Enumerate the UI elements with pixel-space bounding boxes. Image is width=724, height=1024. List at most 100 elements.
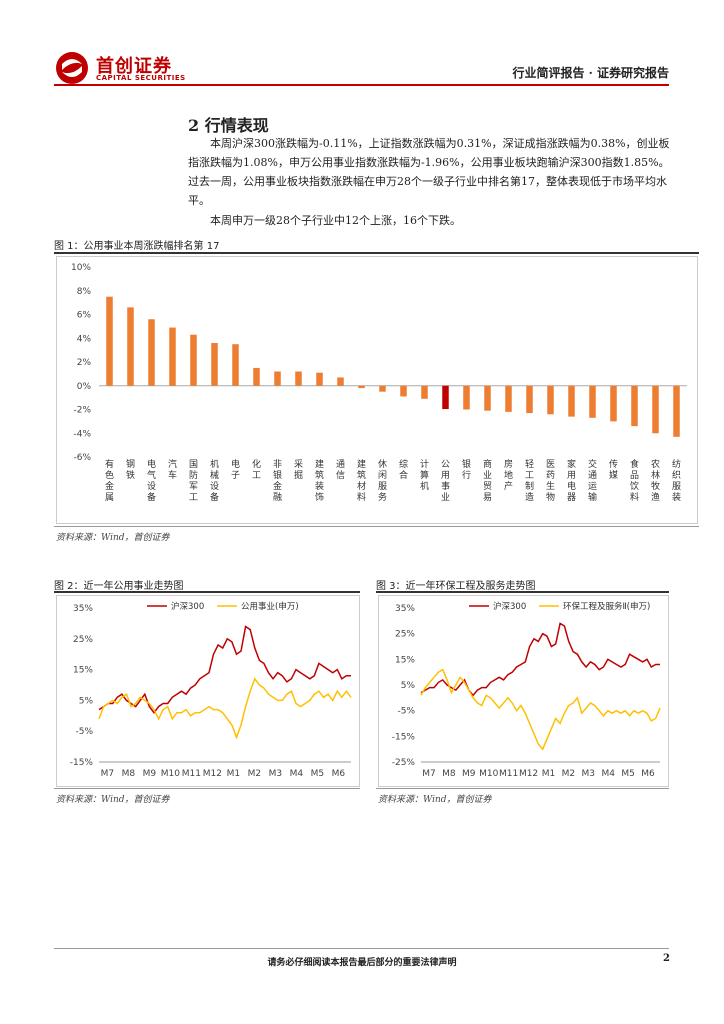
- y-tick-label: -5%: [75, 727, 93, 737]
- bar: [316, 372, 323, 386]
- figure-2-top-rule: [54, 591, 360, 593]
- x-tick-label: M3: [269, 769, 283, 779]
- category-label: 色: [105, 469, 114, 481]
- category-label: 机: [210, 458, 219, 470]
- category-label: 工: [189, 493, 198, 503]
- category-label: 铁: [126, 469, 135, 481]
- figure-1-source: 资料来源：Wind，首创证券: [56, 533, 170, 543]
- category-label: 媒: [609, 470, 618, 481]
- legend-label: 环保工程及服务Ⅱ(申万): [563, 601, 650, 612]
- category-label: 机: [420, 480, 429, 492]
- category-label: 家: [567, 458, 576, 470]
- y-tick-label: -15%: [392, 732, 416, 742]
- category-label: 运: [588, 481, 597, 492]
- bar: [379, 385, 386, 392]
- category-label: 备: [210, 491, 219, 503]
- x-tick-label: M8: [122, 769, 136, 779]
- logo-en: CAPITAL SECURITIES: [96, 74, 186, 82]
- x-tick-label: M4: [601, 769, 615, 779]
- category-label: 银: [273, 469, 282, 481]
- category-label: 械: [210, 469, 219, 481]
- figure-2-title: 图 2：近一年公用事业走势图: [54, 581, 184, 592]
- y-tick-label: -15%: [70, 758, 94, 768]
- y-tick-label: 25%: [395, 630, 415, 640]
- category-label: 装: [672, 491, 681, 503]
- category-label: 牧: [651, 480, 660, 492]
- category-label: 合: [399, 469, 408, 481]
- x-tick-label: M9: [143, 769, 157, 779]
- y-tick-label: -6%: [73, 453, 91, 463]
- category-label: 有: [105, 458, 114, 470]
- x-tick-label: M10: [161, 769, 180, 779]
- category-label: 制: [525, 480, 534, 492]
- bar: [232, 344, 239, 386]
- figure-2-bottom-rule: [54, 788, 360, 789]
- figure-3-top-rule: [376, 591, 669, 593]
- series-line: [420, 668, 661, 751]
- y-tick-label: 6%: [77, 311, 92, 321]
- category-label: 通: [336, 459, 345, 470]
- category-label: 地: [504, 469, 513, 481]
- bar: [589, 385, 596, 418]
- category-label: 造: [525, 491, 534, 503]
- bar: [673, 385, 680, 437]
- category-label: 农: [651, 458, 660, 470]
- x-tick-label: M11: [182, 769, 201, 779]
- footer-disclaimer: 请务必仔细阅读本报告最后部分的重要法律声明: [267, 958, 457, 968]
- category-label: 备: [147, 491, 156, 503]
- category-label: 化: [252, 458, 261, 470]
- page-number: 2: [663, 953, 670, 964]
- y-tick-label: -2%: [73, 406, 91, 416]
- x-tick-label: M6: [332, 769, 346, 779]
- category-label: 融: [273, 492, 282, 503]
- category-label: 药: [546, 470, 555, 481]
- category-label: 装: [315, 480, 324, 492]
- category-label: 服: [672, 481, 681, 492]
- category-label: 汽: [168, 458, 177, 470]
- bar: [295, 371, 302, 386]
- figure-2-source: 资料来源：Wind，首创证券: [56, 795, 170, 805]
- bar: [127, 307, 134, 386]
- category-label: 物: [546, 491, 555, 503]
- category-label: 建: [357, 458, 366, 470]
- header-divider: [54, 84, 669, 86]
- category-label: 筑: [315, 469, 324, 481]
- category-label: 用: [441, 470, 450, 481]
- category-label: 林: [651, 469, 660, 481]
- y-tick-label: 15%: [395, 655, 415, 665]
- category-label: 轻: [525, 458, 534, 470]
- category-label: 计: [420, 458, 429, 470]
- bar: [631, 385, 638, 427]
- figure-1-bottom-rule: [54, 526, 699, 527]
- bar: [337, 377, 344, 386]
- y-tick-label: 5%: [79, 696, 94, 706]
- y-tick-label: 2%: [77, 358, 92, 368]
- category-label: 非: [273, 458, 282, 470]
- category-label: 电: [147, 458, 156, 470]
- y-tick-label: 15%: [73, 666, 93, 676]
- category-label: 通: [588, 470, 597, 481]
- category-label: 属: [105, 492, 114, 503]
- category-label: 业: [441, 492, 450, 503]
- company-logo: 首创证券 CAPITAL SECURITIES: [54, 50, 214, 86]
- y-tick-label: 35%: [73, 604, 93, 614]
- category-label: 闲: [378, 470, 387, 481]
- figure-2-chart-frame: 35% 25% 15% 5% -5% -15% M7 M8 M9 M10 M11 M12 M1 M2 M3 M…: [56, 595, 360, 787]
- y-tick-label: -5%: [397, 707, 415, 717]
- category-label: 车: [168, 469, 177, 481]
- x-tick-label: M3: [582, 769, 596, 779]
- category-label: 综: [399, 458, 408, 470]
- y-tick-label: 5%: [401, 681, 416, 691]
- bar: [211, 343, 218, 386]
- category-label: 饮: [630, 480, 639, 492]
- bar: [610, 385, 617, 422]
- category-label: 设: [147, 481, 156, 492]
- category-label: 行: [462, 469, 471, 481]
- figure-3-title: 图 3：近一年环保工程及服务走势图: [376, 581, 536, 592]
- category-label: 用: [567, 470, 576, 481]
- category-label: 信: [336, 469, 345, 481]
- x-tick-label: M7: [422, 769, 436, 779]
- legend-label: 沪深300: [171, 601, 204, 612]
- category-label: 防: [189, 469, 198, 481]
- bar: [652, 385, 659, 434]
